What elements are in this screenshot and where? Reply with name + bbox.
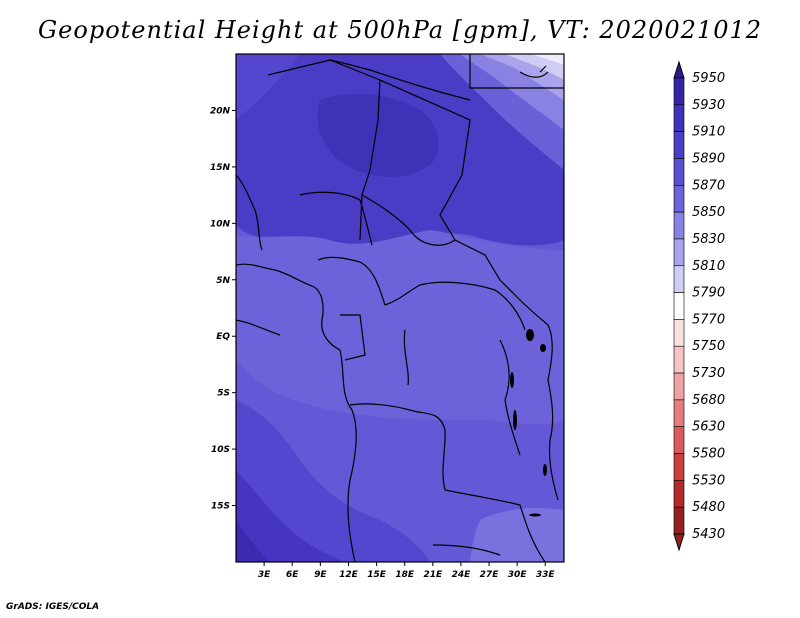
colorbar-top-arrow xyxy=(673,60,685,79)
colorbar-segment xyxy=(673,453,685,481)
colorbar-segment xyxy=(673,506,685,535)
x-axis-ticks: 3E 6E 9E 12E 15E 18E 21E 24E 27E 30E 33E xyxy=(258,562,556,580)
colorbar-segment xyxy=(673,238,685,267)
field-southeast xyxy=(470,508,564,562)
chart-title: Geopotential Height at 500hPa [gpm], VT:… xyxy=(38,16,762,44)
field-equatorial-lobe xyxy=(236,230,564,425)
colorbar-level-label: 5910 xyxy=(692,125,725,140)
colorbar-segment xyxy=(673,131,685,159)
colorbar-segment xyxy=(673,399,685,428)
colorbar-level-label: 5530 xyxy=(692,473,725,488)
x-tick-label: 27E xyxy=(480,570,500,580)
field-libya-5 xyxy=(530,54,564,65)
colorbar-level-label: 5750 xyxy=(692,339,725,354)
colorbar-level-label: 5890 xyxy=(692,151,725,166)
colorbar-level-label: 5480 xyxy=(692,500,725,515)
map-borders xyxy=(236,54,564,562)
colorbar-segment xyxy=(673,426,685,454)
y-tick-label: 15S xyxy=(211,502,230,512)
y-tick-label: 10N xyxy=(210,219,231,229)
y-axis-ticks: 20N 15N 10N 5N EQ 5S 10S 15S xyxy=(210,106,236,512)
field-south-3 xyxy=(236,520,270,562)
colorbar-segment xyxy=(673,265,685,293)
y-tick-label: 5N xyxy=(216,276,230,286)
colorbar-segment xyxy=(673,158,685,186)
y-tick-label: 10S xyxy=(211,445,230,455)
colorbar-level-label: 5770 xyxy=(692,312,725,327)
colorbar-level-label: 5930 xyxy=(692,98,725,113)
colorbar-level-label: 5830 xyxy=(692,232,725,247)
map-field xyxy=(236,54,564,562)
x-tick-label: 18E xyxy=(395,570,415,580)
colorbar-segment xyxy=(673,345,685,374)
y-tick-label: 5S xyxy=(217,389,230,399)
y-tick-label: EQ xyxy=(216,332,230,342)
x-tick-label: 6E xyxy=(286,570,299,580)
colorbar-level-label: 5950 xyxy=(692,71,725,86)
colorbar-segment xyxy=(673,319,685,347)
colorbar-level-label: 5790 xyxy=(692,286,725,301)
colorbar-segment xyxy=(673,480,685,508)
x-tick-label: 3E xyxy=(258,570,271,580)
field-south-1 xyxy=(236,400,430,562)
field-south-2 xyxy=(236,470,345,562)
x-tick-label: 33E xyxy=(536,570,556,580)
colorbar-level-label: 5430 xyxy=(692,527,725,542)
colorbar-segment xyxy=(673,184,685,213)
credit-label: GrADS: IGES/COLA xyxy=(6,602,100,612)
colorbar-level-label: 5630 xyxy=(692,420,725,435)
colorbar-segment xyxy=(673,77,685,106)
map-frame xyxy=(235,53,565,563)
y-tick-label: 15N xyxy=(210,163,231,173)
colorbar-segment xyxy=(673,211,685,240)
map-lakes xyxy=(510,329,547,517)
x-tick-label: 12E xyxy=(339,570,359,580)
colorbar-level-label: 5850 xyxy=(692,205,725,220)
x-tick-label: 24E xyxy=(452,570,472,580)
colorbar-level-label: 5810 xyxy=(692,259,725,274)
colorbar-bottom-arrow xyxy=(673,533,685,552)
colorbar-level-label: 5870 xyxy=(692,178,725,193)
colorbar: 5950 5930 5910 5890 5870 5850 5830 5810 5790 5770… xyxy=(673,60,725,552)
colorbar-segment xyxy=(673,292,685,320)
x-tick-label: 30E xyxy=(508,570,528,580)
field-sahara-core xyxy=(317,94,439,177)
field-libya-4 xyxy=(505,54,564,80)
y-tick-label: 20N xyxy=(210,106,231,116)
colorbar-level-label: 5580 xyxy=(692,447,725,462)
x-tick-label: 15E xyxy=(367,570,387,580)
colorbar-segment xyxy=(673,104,685,132)
colorbar-level-label: 5680 xyxy=(692,393,725,408)
colorbar-segment xyxy=(673,372,685,401)
x-tick-label: 21E xyxy=(423,570,443,580)
colorbar-level-label: 5730 xyxy=(692,366,725,381)
x-tick-label: 9E xyxy=(314,570,327,580)
